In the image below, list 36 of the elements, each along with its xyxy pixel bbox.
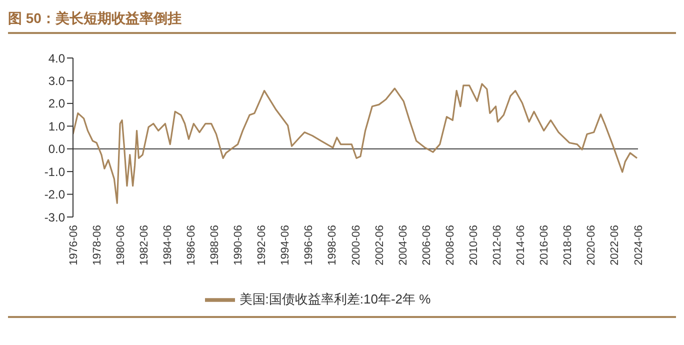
x-tick-label: 2016-06 [538, 225, 551, 266]
y-tick-label: 4.0 [48, 51, 66, 66]
x-tick-label: 1986-06 [186, 225, 198, 266]
x-tick-label: 2014-06 [515, 225, 528, 266]
line-series [73, 83, 638, 204]
x-tick-label: 2018-06 [562, 225, 574, 266]
x-tick-label: 2022-06 [609, 225, 622, 266]
x-tick-label: 2006-06 [420, 225, 433, 266]
x-tick-label: 1994-06 [280, 225, 292, 266]
y-tick-label: -2.0 [44, 188, 66, 202]
x-tick-label: 2004-06 [397, 225, 410, 266]
chart-title: 图 50：美长短期收益率倒挂 [8, 10, 182, 28]
legend-label: 美国:国债收益率利差:10年-2年 % [239, 291, 431, 306]
x-tick-label: 2020-06 [586, 225, 598, 266]
x-tick-label: 2012-06 [492, 225, 504, 266]
x-tick-label: 1980-06 [114, 225, 127, 266]
x-tick-label: 1996-06 [303, 225, 316, 266]
x-tick-label: 1978-06 [91, 225, 104, 266]
x-tick-label: 1998-06 [326, 225, 339, 266]
x-tick-label: 1982-06 [138, 225, 150, 266]
x-tick-label: 1990-06 [232, 225, 245, 266]
x-tick-label: 1976-06 [68, 225, 80, 266]
y-tick-label: -3.0 [44, 210, 66, 224]
y-tick-label: 2.0 [48, 96, 66, 111]
y-tick-label: 3.0 [48, 74, 66, 88]
y-tick-label: 1.0 [48, 119, 66, 134]
x-tick-label: 1988-06 [209, 225, 222, 266]
y-tick-label: 0.0 [48, 142, 66, 156]
x-tick-label: 2024-06 [632, 225, 645, 266]
y-tick-label: -1.0 [44, 164, 66, 179]
x-tick-label: 1984-06 [162, 225, 174, 266]
x-tick-label: 2008-06 [444, 225, 456, 266]
x-tick-label: 2010-06 [468, 225, 480, 266]
x-tick-label: 2000-06 [350, 225, 362, 266]
x-tick-label: 2002-06 [374, 225, 386, 266]
x-tick-label: 1992-06 [256, 225, 268, 266]
